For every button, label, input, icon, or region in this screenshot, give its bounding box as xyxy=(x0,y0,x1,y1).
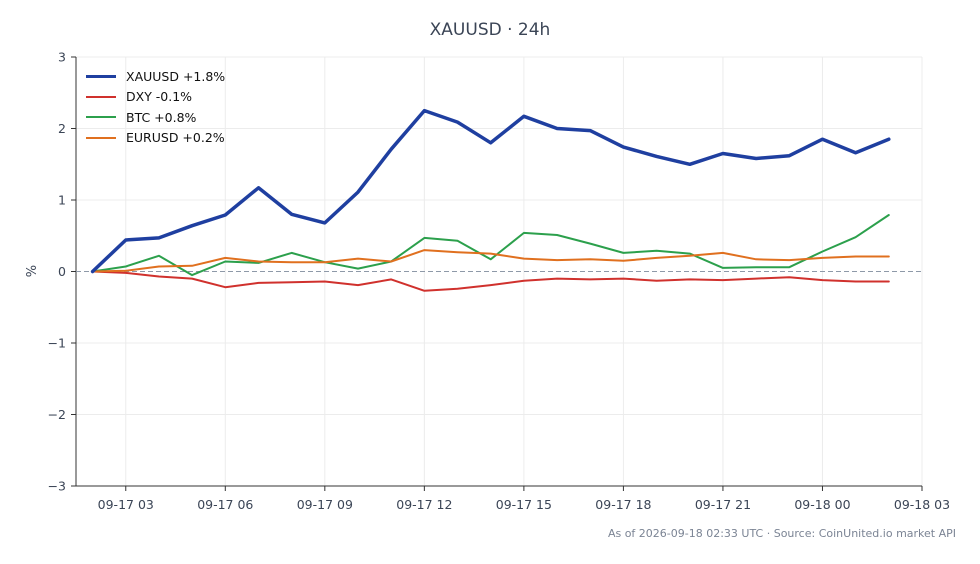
legend-label: EURUSD +0.2% xyxy=(126,130,225,146)
legend-label: BTC +0.8% xyxy=(126,109,197,125)
x-tick-label: 09-17 21 xyxy=(695,497,751,512)
y-tick-label: 0 xyxy=(58,264,66,279)
x-tick-label: 09-18 00 xyxy=(794,497,850,512)
legend-item: DXY -0.1% xyxy=(86,87,225,108)
series-lines xyxy=(76,108,922,292)
legend: XAUUSD +1.8% DXY -0.1% BTC +0.8% EURUSD +0.… xyxy=(86,66,225,148)
legend-swatch xyxy=(86,95,116,98)
axes: 3 2 1 0 −1 −2 −3 09-17 03 09-17 06 09-17 09 09-17 … xyxy=(48,50,951,513)
chart-title: XAUUSD · 24h xyxy=(429,20,551,40)
x-tick-label: 09-17 03 xyxy=(98,497,154,512)
y-tick-label: −2 xyxy=(48,407,66,422)
series-line-eurusd xyxy=(91,249,890,273)
legend-swatch xyxy=(86,116,116,119)
source-footer: As of 2026-09-18 02:33 UTC · Source: Coi… xyxy=(607,527,956,540)
series-line-xauusd xyxy=(90,108,891,274)
x-tick-label: 09-17 09 xyxy=(297,497,353,512)
y-tick-label: −3 xyxy=(48,479,66,494)
x-tick-label: 09-18 03 xyxy=(894,497,950,512)
legend-swatch xyxy=(86,74,116,78)
legend-item: BTC +0.8% xyxy=(86,107,225,128)
series-line-dxy xyxy=(91,270,890,292)
y-tick-label: 2 xyxy=(58,121,66,136)
y-tick-label: 1 xyxy=(58,193,66,208)
legend-item: EURUSD +0.2% xyxy=(86,128,225,149)
x-tick-label: 09-17 15 xyxy=(496,497,552,512)
legend-label: XAUUSD +1.8% xyxy=(126,68,226,84)
y-tick-label: −1 xyxy=(48,336,66,351)
legend-item: XAUUSD +1.8% xyxy=(86,66,225,87)
y-axis-label: % xyxy=(25,265,40,277)
x-tick-label: 09-17 12 xyxy=(396,497,452,512)
legend-swatch xyxy=(86,136,116,139)
x-tick-label: 09-17 06 xyxy=(197,497,253,512)
legend-label: DXY -0.1% xyxy=(126,89,193,105)
x-tick-label: 09-17 18 xyxy=(595,497,651,512)
series-line-btc xyxy=(91,214,890,277)
y-tick-label: 3 xyxy=(58,50,66,65)
